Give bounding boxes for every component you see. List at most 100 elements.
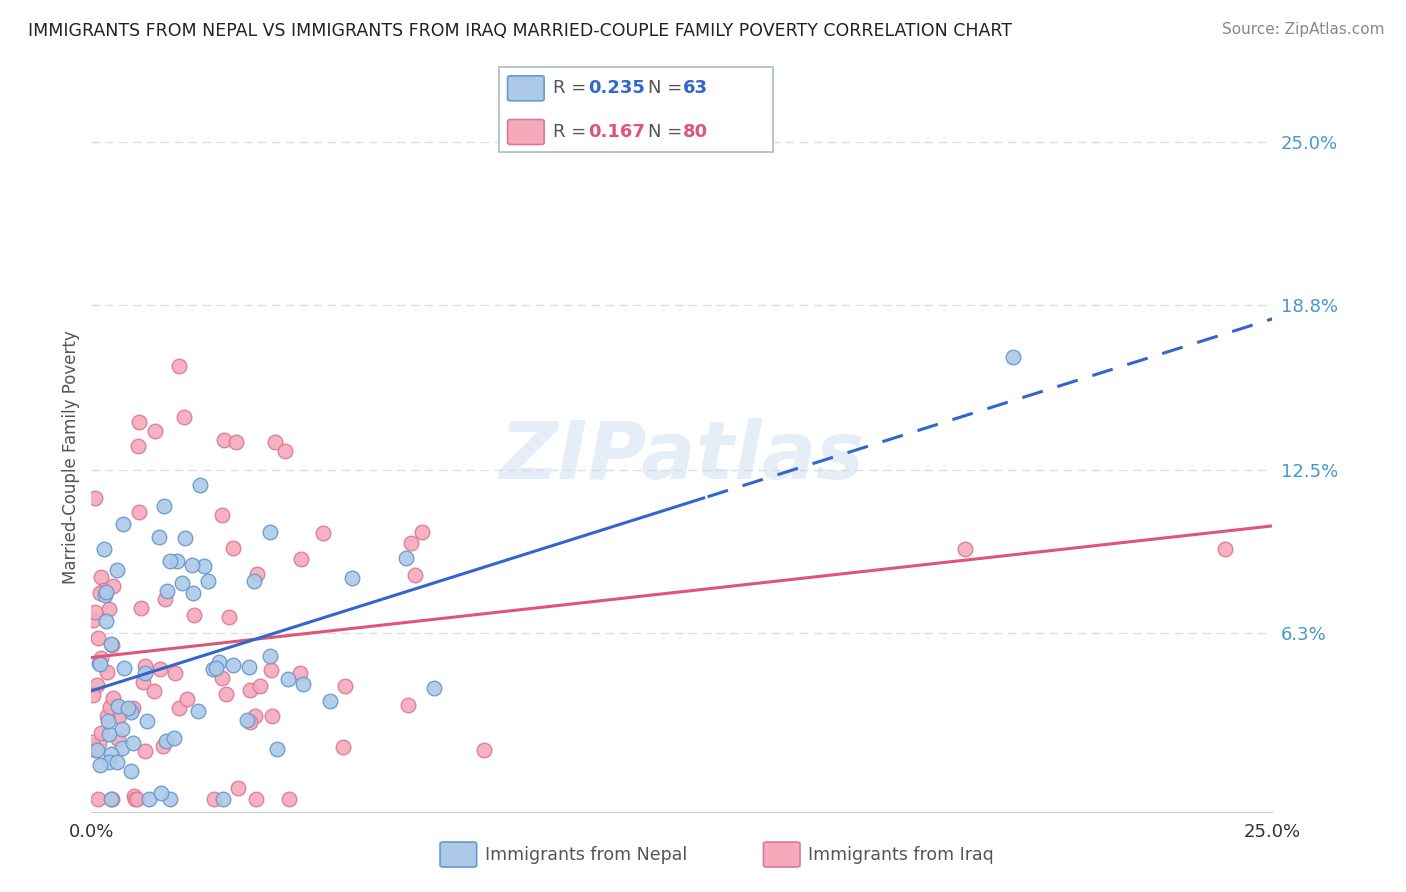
Point: [101, 791, 124, 805]
Point: [156, 584, 179, 599]
Point: [1001, 351, 1024, 365]
Point: [239, 715, 262, 730]
Point: [100, 638, 122, 652]
Point: [159, 554, 181, 568]
Point: [319, 693, 342, 707]
Point: [128, 505, 150, 519]
Point: [105, 563, 128, 577]
Point: [110, 722, 132, 736]
Point: [187, 704, 209, 718]
Point: [96, 709, 118, 723]
Point: [207, 655, 229, 669]
Text: 0.167: 0.167: [588, 123, 644, 141]
Point: [222, 541, 245, 555]
Point: [333, 679, 356, 693]
Point: [396, 698, 419, 712]
Point: [193, 558, 215, 573]
Point: [197, 574, 219, 588]
Point: [82, 735, 104, 749]
Point: [122, 736, 145, 750]
Point: [243, 708, 266, 723]
Point: [89, 657, 111, 671]
Point: [90, 726, 112, 740]
Point: [245, 791, 267, 805]
Point: [226, 780, 249, 795]
Point: [134, 744, 156, 758]
Point: [152, 739, 174, 753]
Point: [312, 526, 335, 541]
Point: [90, 570, 112, 584]
Text: 0.235: 0.235: [588, 79, 644, 97]
Point: [97, 602, 120, 616]
Text: R =: R =: [553, 123, 592, 141]
Point: [259, 649, 281, 664]
Text: ZIPatlas: ZIPatlas: [499, 418, 865, 496]
Point: [273, 444, 295, 458]
Point: [100, 700, 122, 714]
Point: [122, 789, 145, 803]
Point: [218, 609, 240, 624]
Point: [214, 687, 236, 701]
Point: [211, 671, 233, 685]
Point: [120, 702, 142, 716]
Point: [112, 661, 135, 675]
Point: [239, 682, 262, 697]
Point: [122, 701, 145, 715]
Point: [84, 605, 107, 619]
Point: [332, 739, 354, 754]
Point: [411, 524, 433, 539]
Point: [222, 657, 245, 672]
Point: [238, 660, 260, 674]
Point: [202, 662, 225, 676]
Point: [202, 791, 225, 805]
Text: IMMIGRANTS FROM NEPAL VS IMMIGRANTS FROM IRAQ MARRIED-COUPLE FAMILY POVERTY CORR: IMMIGRANTS FROM NEPAL VS IMMIGRANTS FROM…: [28, 22, 1012, 40]
Point: [211, 508, 233, 522]
Point: [259, 525, 281, 540]
Point: [124, 791, 146, 805]
Point: [472, 743, 495, 757]
Point: [170, 575, 193, 590]
Point: [86, 743, 108, 757]
Point: [155, 733, 177, 747]
Point: [148, 531, 170, 545]
Point: [82, 613, 104, 627]
Point: [149, 662, 172, 676]
Point: [340, 571, 363, 585]
Point: [97, 727, 120, 741]
Point: [138, 791, 160, 805]
Text: 80: 80: [683, 123, 709, 141]
Point: [169, 359, 191, 373]
Point: [100, 747, 122, 761]
Point: [86, 791, 108, 805]
Point: [96, 665, 118, 680]
Point: [120, 705, 142, 719]
Point: [134, 658, 156, 673]
Point: [260, 664, 283, 678]
Point: [103, 579, 125, 593]
Point: [163, 731, 186, 746]
Text: R =: R =: [553, 79, 592, 97]
Point: [82, 688, 104, 702]
Point: [101, 690, 124, 705]
Point: [89, 586, 111, 600]
Point: [84, 491, 107, 506]
Point: [955, 542, 977, 557]
Point: [225, 434, 247, 449]
Text: N =: N =: [648, 123, 688, 141]
Point: [111, 516, 134, 531]
Text: N =: N =: [648, 79, 688, 97]
Text: Immigrants from Nepal: Immigrants from Nepal: [485, 846, 688, 863]
Point: [291, 677, 314, 691]
Point: [142, 683, 165, 698]
Point: [165, 665, 187, 680]
Point: [249, 679, 271, 693]
Point: [97, 714, 120, 728]
Point: [107, 731, 129, 746]
Point: [87, 631, 110, 645]
Point: [204, 660, 226, 674]
Point: [159, 791, 181, 805]
Point: [105, 756, 128, 770]
Point: [188, 478, 211, 492]
Point: [167, 701, 190, 715]
Point: [173, 410, 195, 425]
